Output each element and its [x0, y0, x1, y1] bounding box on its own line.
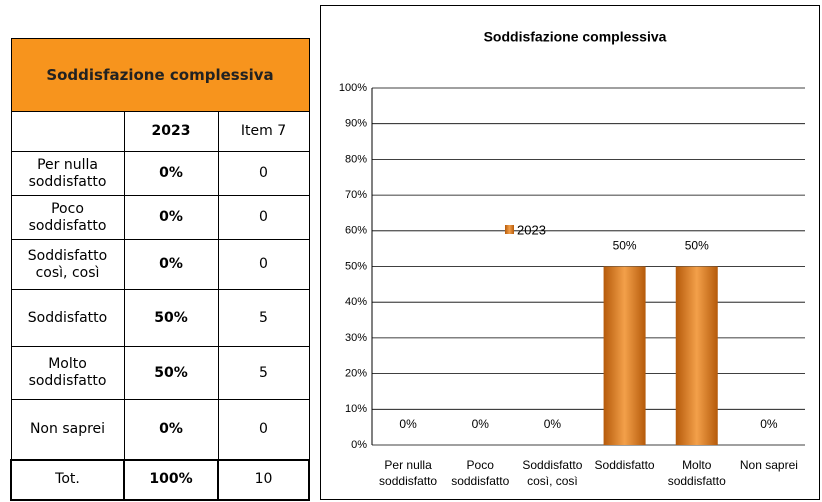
chart-title: Soddisfazione complessiva	[484, 29, 667, 45]
y-tick-label: 10%	[345, 403, 367, 415]
table-row: Soddisfatto così, così 0% 0	[10, 239, 310, 290]
table-row: Molto soddisfatto 50% 5	[10, 346, 310, 400]
table-cell: 0%	[123, 399, 219, 460]
bar	[603, 266, 646, 445]
table-cell: 100%	[123, 458, 219, 501]
y-tick-label: 40%	[345, 296, 367, 308]
x-tick-label-box: Soddisfatto	[594, 458, 655, 472]
table-cell: Soddisfatto	[10, 289, 125, 347]
x-tick-label: Molto soddisfatto	[667, 458, 726, 488]
table-row: Non saprei 0% 0	[10, 399, 310, 460]
y-tick-label: 70%	[345, 189, 367, 201]
table-title: Soddisfazione complessiva	[10, 38, 310, 112]
table-cell: 50%	[123, 346, 219, 400]
table-cell: 0	[217, 399, 310, 460]
y-tick-label: 90%	[345, 118, 367, 130]
legend-label: 2023	[517, 222, 546, 237]
value-label: 0%	[760, 417, 778, 431]
summary-table: Soddisfazione complessiva 2023 Item 7 Per…	[10, 38, 310, 501]
x-tick-label-box: Non saprei	[739, 458, 798, 472]
table-cell: 5	[217, 289, 310, 347]
empty-cell	[10, 111, 125, 152]
table-cell: 0	[217, 195, 310, 240]
table-row: Soddisfatto 50% 5	[10, 289, 310, 347]
value-label: 0%	[399, 417, 417, 431]
x-tick-label-box: Molto soddisfatto	[667, 458, 726, 488]
table-cell: 10	[217, 458, 310, 501]
y-tick-label: 50%	[345, 260, 367, 272]
table-cell: 0%	[123, 151, 219, 196]
table-cell: Soddisfatto così, così	[10, 239, 125, 290]
y-tick-label: 30%	[345, 332, 367, 344]
legend-swatch	[505, 225, 514, 234]
table-cell: 0	[217, 151, 310, 196]
value-label: 0%	[472, 417, 490, 431]
x-tick-label-box: Poco soddisfatto	[451, 458, 510, 488]
table-cell: Molto soddisfatto	[10, 346, 125, 400]
chart-border	[320, 5, 820, 500]
x-tick-label-box: Soddisfatto così, così	[522, 458, 583, 488]
table-cell: 5	[217, 346, 310, 400]
x-tick-label: Soddisfatto	[594, 458, 655, 472]
x-tick-label-box: Per nulla soddisfatto	[379, 458, 438, 488]
table-cell: Poco soddisfatto	[10, 195, 125, 240]
table-cell: Non saprei	[10, 399, 125, 460]
value-label: 50%	[685, 239, 709, 253]
table-row: Tot. 100% 10	[10, 458, 310, 501]
x-tick-label: Per nulla soddisfatto	[379, 458, 438, 488]
table-row: Poco soddisfatto 0% 0	[10, 195, 310, 240]
x-tick-label: Soddisfatto così, così	[522, 458, 583, 488]
value-label: 50%	[613, 239, 637, 253]
y-tick-label: 0%	[351, 439, 367, 451]
y-tick-label: 100%	[339, 82, 367, 94]
value-label: 0%	[544, 417, 562, 431]
table-cell: Tot.	[10, 458, 125, 501]
table-cell: 0	[217, 239, 310, 290]
y-tick-label: 60%	[345, 225, 367, 237]
x-tick-label: Non saprei	[739, 458, 798, 472]
table-row: Per nulla soddisfatto 0% 0	[10, 151, 310, 196]
bar	[675, 266, 718, 445]
table-cell: 50%	[123, 289, 219, 347]
y-tick-label: 20%	[345, 368, 367, 380]
y-tick-label: 80%	[345, 153, 367, 165]
x-tick-label: Poco soddisfatto	[451, 458, 510, 488]
